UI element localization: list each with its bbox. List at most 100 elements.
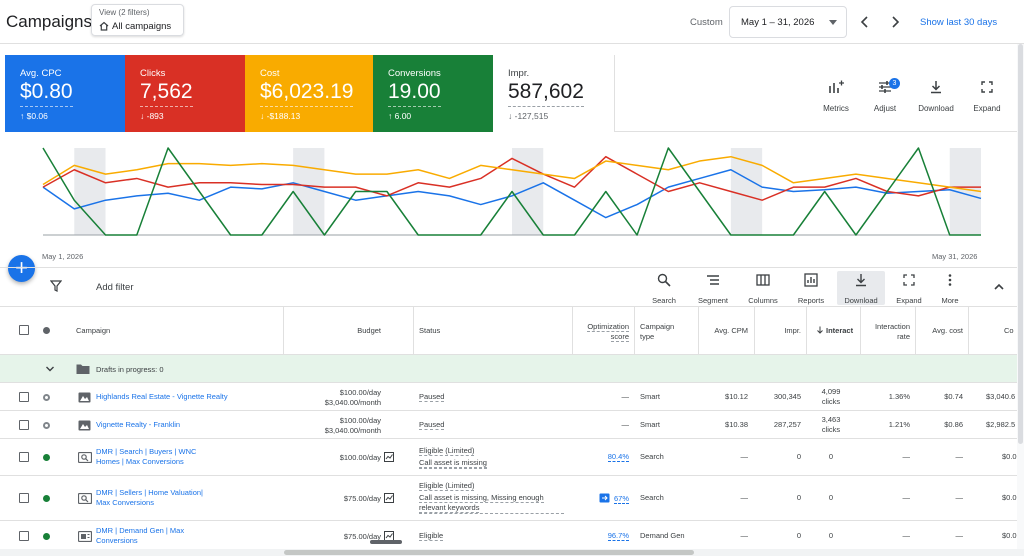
date-range-picker[interactable]: May 1 – 31, 2026 [729, 6, 847, 38]
column-divider [754, 307, 755, 355]
campaign-name-link[interactable]: DMR | Demand Gen | Max Conversions [96, 526, 185, 545]
row-checkbox[interactable] [19, 531, 29, 541]
drag-handle[interactable] [370, 540, 402, 544]
status-cell[interactable]: Eligible (Limited) Call asset is missing [419, 446, 487, 469]
segment-button[interactable]: Segment [693, 271, 733, 305]
optimization-score-link[interactable]: 96.7% [607, 531, 629, 541]
header-optimization-score[interactable]: Optimization score [576, 322, 629, 342]
vertical-scroll-thumb[interactable] [1018, 44, 1023, 444]
status-text: Eligible (Limited) [419, 481, 475, 491]
view-value-text: All campaigns [112, 21, 172, 32]
chevron-down-icon[interactable] [45, 364, 55, 374]
add-filter-button[interactable]: Add filter [96, 282, 134, 293]
optimization-score-cell[interactable]: 80.4% [576, 452, 629, 462]
reports-button[interactable]: Reports [792, 271, 830, 305]
columns-button[interactable]: Columns [743, 271, 783, 305]
campaign-type-cell: Search [640, 493, 664, 502]
avg-cost-cell: — [955, 531, 964, 540]
avg-cost-cell: — [955, 452, 964, 461]
table-row[interactable]: DMR | Sellers | Home Valuation| Max Conv… [0, 476, 1024, 521]
avg-cpm-cell: — [740, 493, 749, 502]
chevron-left-icon[interactable] [857, 12, 873, 32]
search-label: Search [652, 296, 676, 305]
column-divider [572, 307, 573, 355]
campaign-name-link[interactable]: DMR | Search | Buyers | WNC Homes | Max … [96, 447, 197, 466]
header-campaign[interactable]: Campaign [76, 326, 111, 335]
row-checkbox[interactable] [19, 452, 29, 462]
status-detail-text: Call asset is missing, Missing enough re… [419, 493, 544, 513]
download-button[interactable]: Download [912, 80, 960, 130]
status-cell[interactable]: Eligible (Limited) Call asset is missing,… [419, 481, 564, 514]
drafts-text: Drafts in progress: 0 [96, 365, 164, 374]
download-table-button[interactable]: Download [837, 271, 885, 305]
columns-icon [756, 274, 770, 286]
expand-table-button[interactable]: Expand [891, 271, 927, 305]
table-row[interactable]: DMR | Demand Gen | Max Conversions $75.0… [0, 521, 1024, 551]
metric-value: $6,023.19 [260, 80, 354, 107]
row-checkbox[interactable] [19, 392, 29, 402]
table-row[interactable]: Vignette Realty - Franklin $100.00/day $3… [0, 411, 1024, 439]
table-row[interactable]: Highlands Real Estate - Vignette Realty … [0, 384, 1024, 411]
metric-card-clicks[interactable]: Clicks 7,562 ↓ -893 [125, 55, 245, 132]
weekend-band [730, 148, 763, 235]
metric-card-cost[interactable]: Cost $6,023.19 ↓ -$188.13 [245, 55, 373, 132]
filter-icon[interactable] [50, 280, 62, 292]
view-value: All campaigns [99, 21, 171, 32]
header-budget[interactable]: Budget [357, 326, 381, 335]
metric-card-avg-cpc[interactable]: Avg. CPC $0.80 ↑ $0.06 [5, 55, 125, 132]
header-cost[interactable]: Co [1004, 326, 1014, 335]
expand-table-label: Expand [896, 296, 922, 305]
header-impr[interactable]: Impr. [784, 326, 801, 335]
avg-cost-cell: — [955, 493, 964, 502]
header-status[interactable]: Status [419, 326, 441, 335]
header-interactions[interactable]: Interact [816, 326, 853, 336]
cost-cell: $0.0 [1002, 493, 1017, 502]
chevron-right-icon[interactable] [887, 12, 903, 32]
optimization-score-link[interactable]: 67% [613, 494, 629, 504]
header-interaction-rate[interactable]: Interaction rate [862, 322, 910, 342]
optimization-score-cell[interactable]: 67% [576, 493, 629, 504]
vertical-scrollbar[interactable] [1017, 44, 1024, 549]
search-campaign-icon [78, 452, 92, 463]
budget-chart-icon[interactable] [384, 493, 394, 503]
more-button[interactable]: More [934, 271, 966, 305]
metrics-button[interactable]: Metrics [812, 80, 860, 130]
row-checkbox[interactable] [19, 420, 29, 430]
smart-campaign-icon [78, 392, 91, 403]
expand-button[interactable]: Expand [963, 80, 1011, 130]
header-campaign-type[interactable]: Campaign type [640, 322, 674, 342]
drafts-row[interactable]: Drafts in progress: 0 [0, 355, 1024, 383]
series-line-avg-cpc [42, 169, 982, 219]
search-button[interactable]: Search [646, 271, 682, 305]
metric-card-conversions[interactable]: Conversions 19.00 ↑ 6.00 [373, 55, 493, 132]
header-avg-cpm[interactable]: Avg. CPM [714, 326, 748, 335]
horizontal-scrollbar[interactable] [0, 549, 1024, 556]
table-row[interactable]: DMR | Search | Buyers | WNC Homes | Max … [0, 439, 1024, 476]
status-cell[interactable]: Eligible [419, 531, 444, 541]
show-last-30-days-link[interactable]: Show last 30 days [920, 17, 998, 28]
budget-chart-icon[interactable] [384, 452, 394, 462]
horizontal-scroll-thumb[interactable] [284, 550, 694, 555]
more-vert-icon [948, 274, 952, 286]
metric-name: Avg. CPC [20, 68, 62, 79]
metric-card-impr[interactable]: Impr. 587,602 ↓ -127,515 [493, 55, 615, 132]
status-cell[interactable]: Paused [419, 392, 445, 402]
column-divider [413, 307, 414, 355]
adjust-button[interactable]: 3 Adjust [861, 78, 909, 130]
chevron-up-icon[interactable] [992, 280, 1006, 294]
select-all-checkbox[interactable] [19, 325, 29, 335]
campaign-name-link[interactable]: DMR | Sellers | Home Valuation| Max Conv… [96, 488, 203, 507]
view-selector[interactable]: View (2 filters) All campaigns [91, 4, 184, 36]
avg-cpm-cell: $10.12 [725, 392, 748, 401]
optimization-score-cell[interactable]: 96.7% [576, 531, 629, 541]
status-cell[interactable]: Paused [419, 420, 445, 430]
header-opt-line1: Optimization [587, 322, 629, 332]
row-checkbox[interactable] [19, 493, 29, 503]
optimization-score-link[interactable]: 80.4% [607, 452, 629, 462]
campaign-name-link[interactable]: Highlands Real Estate - Vignette Realty [96, 392, 228, 401]
line-chart [42, 147, 982, 236]
header-avg-cost[interactable]: Avg. cost [932, 326, 963, 335]
metrics-label: Metrics [823, 104, 849, 113]
campaign-name-link[interactable]: Vignette Realty - Franklin [96, 420, 181, 429]
columns-label: Columns [748, 296, 778, 305]
